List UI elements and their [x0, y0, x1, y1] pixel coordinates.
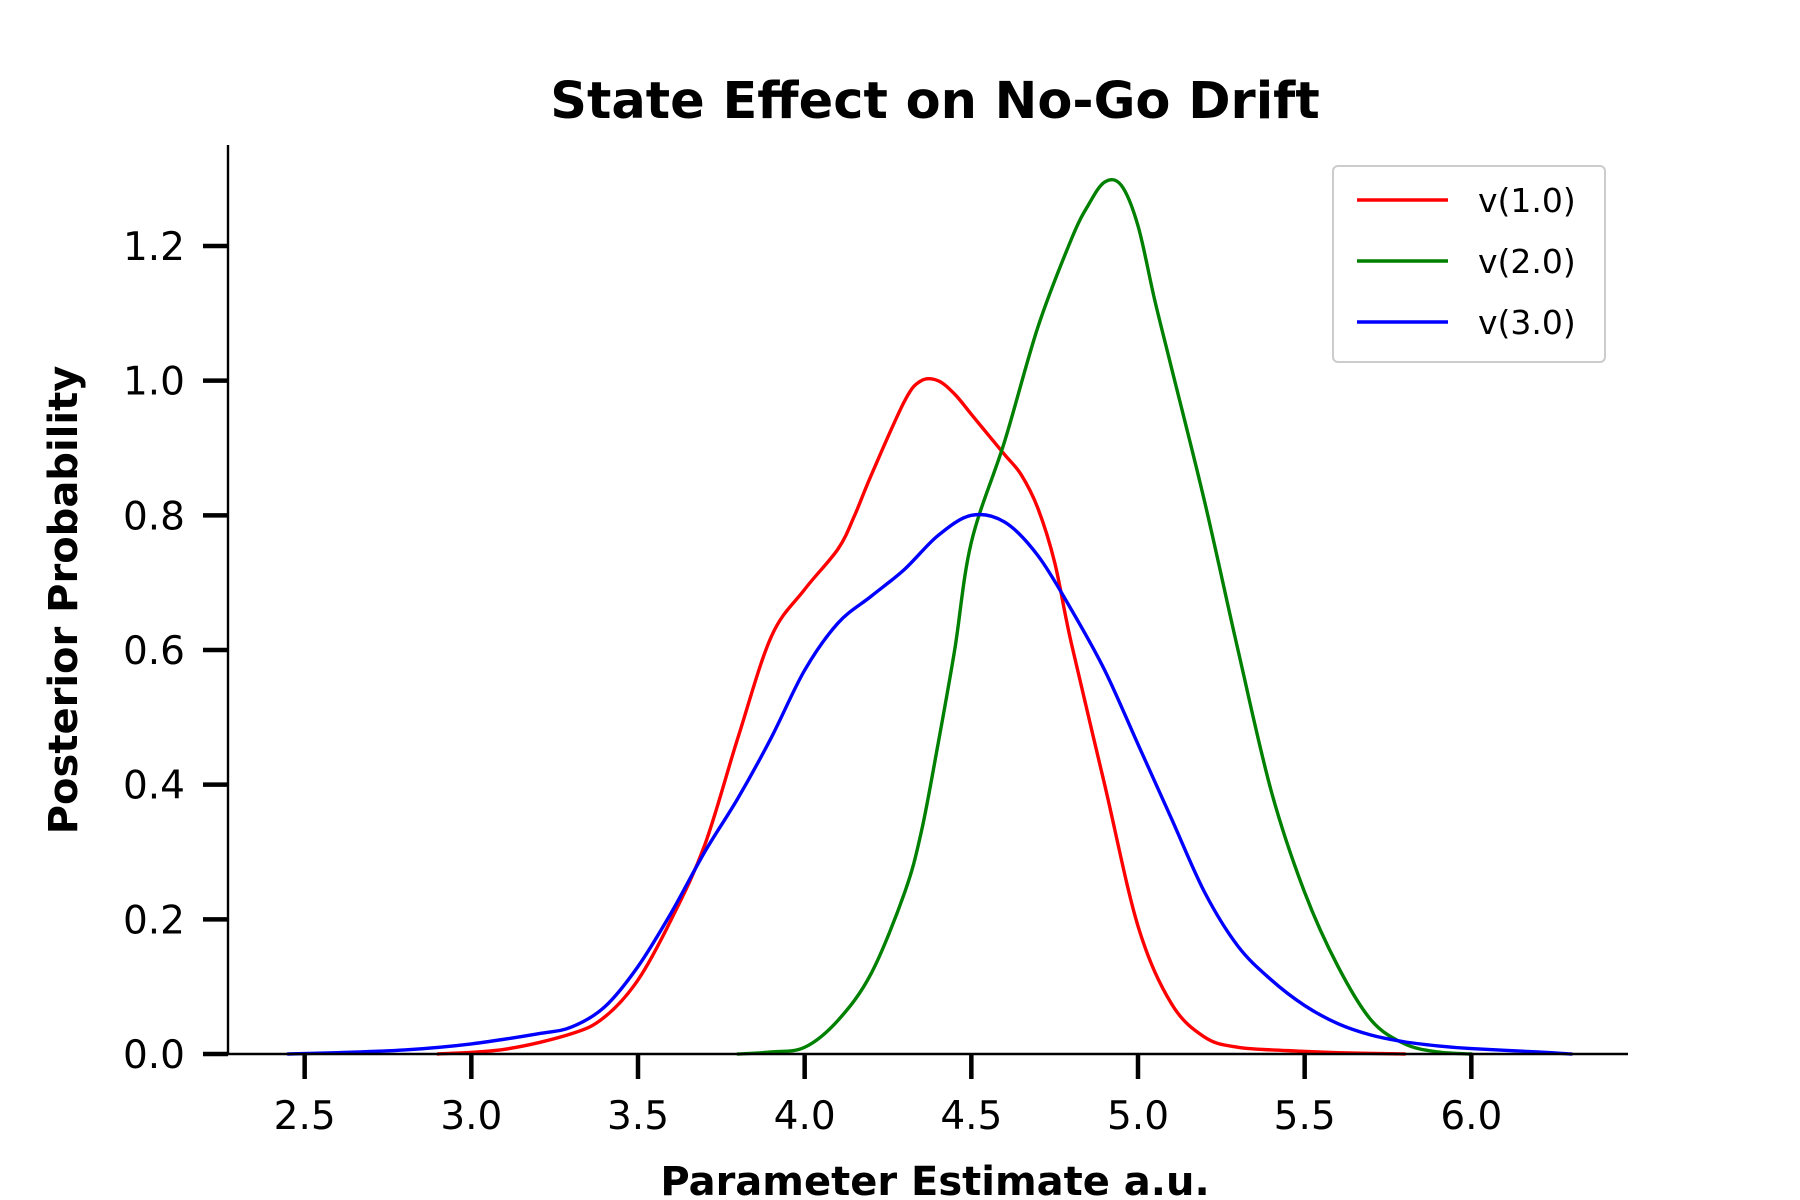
- y-axis-label: Posterior Probability: [41, 366, 87, 835]
- x-tick-label: 3.5: [607, 1094, 669, 1139]
- y-ticks: 0.0 0.2 0.4 0.6 0.8 1.0 1.2: [123, 225, 228, 1078]
- x-tick-label: 4.0: [774, 1094, 836, 1139]
- axes: [226, 145, 1628, 1056]
- x-axis-label: Parameter Estimate a.u.: [660, 1159, 1209, 1200]
- x-tick-label: 4.5: [940, 1094, 1002, 1139]
- legend-label: v(2.0): [1478, 242, 1576, 281]
- x-ticks: 2.5 3.0 3.5 4.0 4.5 5.0 5.5 6.0: [274, 1054, 1502, 1139]
- y-tick-label: 0.6: [123, 629, 185, 674]
- series-line-2: [736, 177, 1474, 1056]
- y-tick-label: 1.2: [123, 225, 185, 270]
- series-line-1: [436, 376, 1407, 1056]
- legend-label: v(1.0): [1478, 181, 1576, 220]
- y-tick-label: 0.0: [123, 1033, 185, 1078]
- legend-label: v(3.0): [1478, 303, 1576, 342]
- x-tick-label: 5.0: [1107, 1094, 1169, 1139]
- y-tick-label: 0.8: [123, 494, 185, 539]
- y-tick-label: 0.2: [123, 898, 185, 943]
- chart-title: State Effect on No-Go Drift: [550, 72, 1320, 131]
- x-tick-label: 2.5: [274, 1094, 336, 1139]
- x-tick-label: 3.0: [440, 1094, 502, 1139]
- legend-box: [1332, 165, 1606, 363]
- y-tick-label: 0.4: [123, 764, 185, 809]
- series-line-3: [286, 512, 1574, 1056]
- plot-area: [286, 177, 1574, 1056]
- legend: v(1.0) v(2.0) v(3.0): [1332, 165, 1606, 363]
- x-tick-label: 6.0: [1440, 1094, 1502, 1139]
- y-tick-label: 1.0: [123, 360, 185, 405]
- x-tick-label: 5.5: [1274, 1094, 1336, 1139]
